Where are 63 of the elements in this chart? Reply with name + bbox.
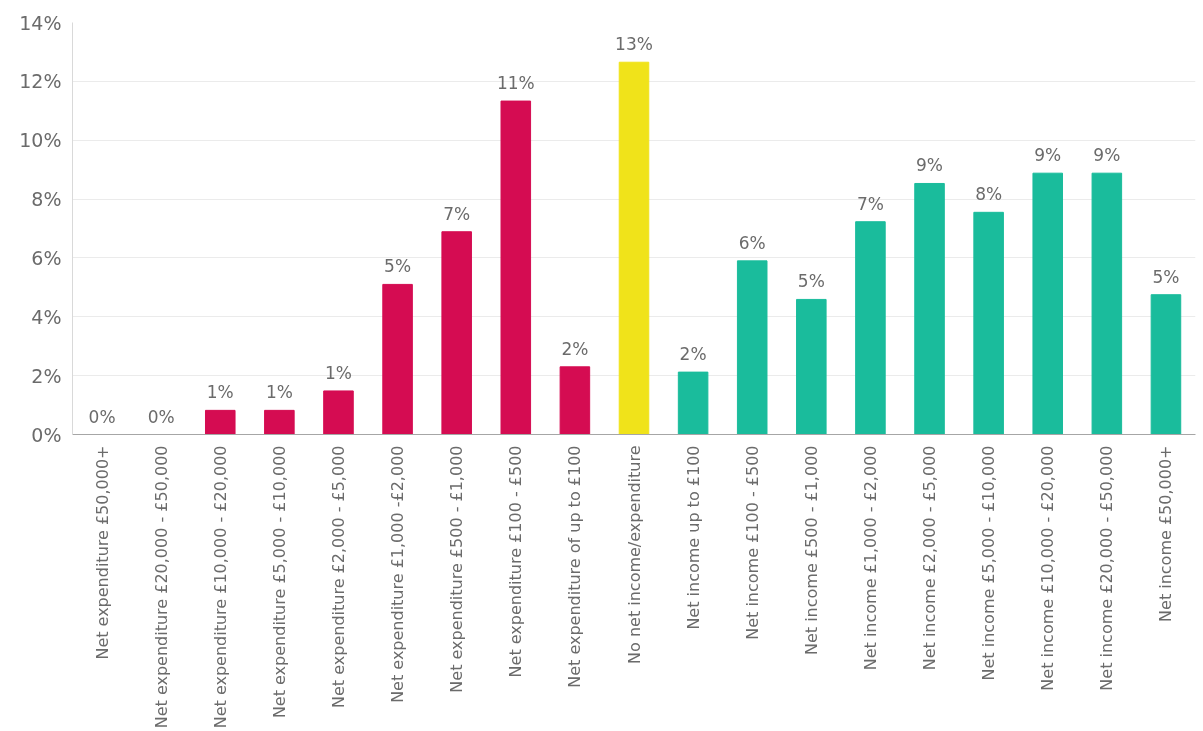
- data-label: 9%: [1093, 145, 1121, 166]
- x-tick-label: Net income £2,000 - £5,000: [920, 445, 940, 671]
- data-label: 7%: [856, 193, 884, 214]
- data-label: 1%: [324, 362, 352, 383]
- data-label: 5%: [797, 271, 825, 292]
- y-tick-label: 2%: [31, 364, 62, 387]
- bar: [323, 390, 354, 435]
- x-tick-label: Net expenditure £10,000 - £20,000: [210, 445, 230, 729]
- bar: [796, 298, 827, 435]
- bar: [618, 61, 650, 435]
- bar: [264, 409, 295, 435]
- data-label: 5%: [384, 256, 412, 277]
- x-tick-label: Net expenditure £2,000 - £5,000: [328, 445, 348, 708]
- data-label: 11%: [496, 73, 535, 94]
- x-tick-label: Net expenditure £500 - £1,000: [447, 445, 467, 693]
- data-label: 9%: [1034, 145, 1062, 166]
- data-label: 1%: [265, 382, 293, 403]
- data-label: 5%: [1152, 266, 1180, 287]
- data-label: 6%: [738, 232, 766, 253]
- bar: [677, 371, 709, 435]
- bar: [559, 366, 591, 435]
- bar: [1032, 172, 1064, 435]
- data-label: 8%: [975, 184, 1003, 205]
- x-tick-label: Net expenditure £50,000+: [92, 445, 112, 660]
- bar: [382, 283, 413, 435]
- bar: [973, 211, 1004, 435]
- x-tick-label: Net income £10,000 - £20,000: [1038, 445, 1058, 691]
- x-tick-label: Net income £20,000 - £50,000: [1097, 445, 1117, 691]
- y-tick-label: 4%: [31, 305, 62, 328]
- x-tick-label: Net expenditure £100 - £500: [506, 445, 526, 678]
- x-tick-label: Net expenditure £5,000 - £10,000: [269, 445, 289, 719]
- bar: [1091, 172, 1123, 435]
- bar: [914, 182, 945, 435]
- x-tick-label: Net income £50,000+: [1156, 445, 1176, 622]
- x-tick-label: Net income £100 - £500: [742, 445, 762, 640]
- x-tick-label: Net expenditure of up to £100: [565, 445, 585, 688]
- bar: [441, 231, 472, 435]
- y-tick-label: 0%: [31, 423, 62, 446]
- data-label: 0%: [147, 406, 175, 427]
- x-tick-label: Net income £5,000 - £10,000: [979, 445, 999, 681]
- x-tick-label: No net income/expenditure: [624, 445, 644, 664]
- data-label: 9%: [916, 155, 944, 176]
- x-tick-label: Net expenditure £1,000 -£2,000: [388, 445, 408, 703]
- y-tick-label: 12%: [19, 70, 62, 93]
- y-tick-label: 10%: [19, 129, 62, 152]
- bar: [500, 100, 532, 435]
- data-label: 2%: [561, 338, 589, 359]
- bar: [1150, 294, 1182, 435]
- data-label: 7%: [443, 203, 471, 224]
- bar: [855, 221, 886, 435]
- y-tick-label: 6%: [31, 246, 62, 269]
- y-tick-label: 8%: [31, 188, 62, 211]
- x-tick-label: Net income £500 - £1,000: [801, 445, 821, 656]
- x-tick-label: Net expenditure £20,000 - £50,000: [151, 445, 171, 729]
- x-tick-label: Net income up to £100: [683, 445, 703, 630]
- data-label: 0%: [88, 406, 116, 427]
- y-tick-label: 14%: [19, 11, 62, 34]
- data-label: 2%: [679, 344, 707, 365]
- data-label: 13%: [615, 34, 653, 55]
- x-tick-label: Net income £1,000 - £2,000: [860, 445, 880, 671]
- bar: [736, 260, 768, 435]
- data-label: 1%: [206, 382, 234, 403]
- bar: [204, 409, 236, 435]
